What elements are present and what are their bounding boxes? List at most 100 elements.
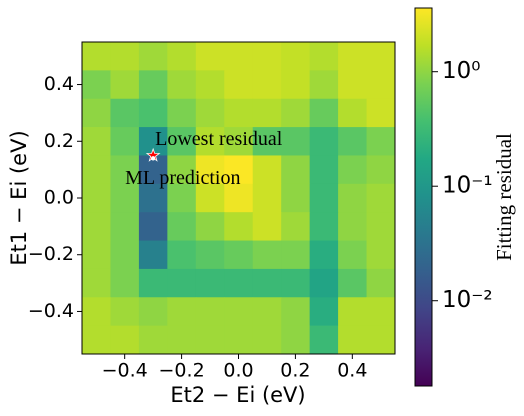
- heatmap-cell: [195, 70, 225, 100]
- heatmap-cell: [338, 42, 368, 71]
- heatmap-cell: [224, 297, 254, 327]
- heatmap-cell: [281, 268, 311, 298]
- heatmap-cell: [281, 240, 311, 270]
- heatmap-cell: [138, 70, 168, 100]
- heatmap-cell: [195, 212, 225, 242]
- heatmap-cell: [366, 155, 395, 185]
- heatmap-cell: [138, 98, 168, 128]
- heatmap-cell: [110, 268, 140, 298]
- heatmap-cell: [309, 127, 339, 156]
- heatmap-cell: [110, 183, 140, 213]
- y-tick-label: 0.4: [44, 73, 74, 95]
- heatmap-cell: [252, 212, 282, 242]
- heatmap-cell: [309, 212, 339, 242]
- heatmap-cell: [252, 183, 282, 213]
- heatmap-cell: [82, 98, 111, 128]
- heatmap-cell: [252, 325, 282, 354]
- heatmap-cell: [82, 127, 111, 156]
- colorbar-tick-label: 10⁻²: [442, 287, 493, 313]
- heatmap-cell: [224, 127, 254, 156]
- heatmap-cell: [281, 42, 311, 71]
- heatmap-cell: [138, 268, 168, 298]
- heatmap-cell: [366, 297, 395, 327]
- heatmap-cell: [366, 268, 395, 298]
- heatmap-cell: [338, 268, 368, 298]
- heatmap-cell: [252, 70, 282, 100]
- heatmap-cell: [110, 98, 140, 128]
- heatmap-cell: [252, 42, 282, 71]
- heatmap-cell: [338, 183, 368, 213]
- heatmap-cell: [281, 325, 311, 354]
- heatmap-cell: [338, 70, 368, 100]
- heatmap-cell: [195, 268, 225, 298]
- heatmap-cell: [366, 240, 395, 270]
- heatmap-cell: [195, 240, 225, 270]
- heatmap-cell: [224, 183, 254, 213]
- heatmap-cell: [366, 42, 395, 71]
- heatmap-cell: [195, 42, 225, 71]
- heatmap-cell: [366, 212, 395, 242]
- heatmap-cell: [110, 240, 140, 270]
- heatmap: [82, 42, 395, 354]
- heatmap-cell: [252, 155, 282, 185]
- heatmap-cell: [138, 297, 168, 327]
- heatmap-cell: [224, 325, 254, 354]
- heatmap-cell: [138, 42, 168, 71]
- heatmap-cell: [309, 42, 339, 71]
- heatmap-cell: [366, 127, 395, 156]
- heatmap-cell: [82, 297, 111, 327]
- x-tick-label: −0.4: [102, 360, 148, 382]
- heatmap-cell: [138, 183, 168, 213]
- heatmap-cell: [281, 155, 311, 185]
- heatmap-cell: [224, 268, 254, 298]
- heatmap-cell: [138, 212, 168, 242]
- heatmap-cell: [195, 155, 225, 185]
- heatmap-cell: [309, 183, 339, 213]
- heatmap-cell: [167, 127, 197, 156]
- heatmap-cell: [82, 183, 111, 213]
- heatmap-cell: [309, 240, 339, 270]
- heatmap-cell: [195, 98, 225, 128]
- heatmap-cell: [167, 42, 197, 71]
- heatmap-cell: [167, 183, 197, 213]
- heatmap-cell: [281, 212, 311, 242]
- heatmap-cell: [281, 70, 311, 100]
- y-tick-label: 0.0: [44, 187, 74, 209]
- heatmap-cell: [366, 98, 395, 128]
- colorbar: [414, 7, 433, 387]
- heatmap-cell: [167, 297, 197, 327]
- heatmap-cell: [338, 240, 368, 270]
- x-tick-label: 0.4: [337, 360, 367, 382]
- heatmap-cell: [82, 212, 111, 242]
- heatmap-cell: [224, 70, 254, 100]
- heatmap-cell: [195, 127, 225, 156]
- y-tick-label: −0.4: [28, 300, 74, 322]
- heatmap-cell: [309, 297, 339, 327]
- annotation: Lowest residual: [155, 128, 283, 150]
- heatmap-cell: [110, 297, 140, 327]
- heatmap-cell: [309, 155, 339, 185]
- heatmap-cell: [195, 183, 225, 213]
- y-tick-label: −0.2: [28, 243, 74, 265]
- heatmap-cell: [338, 98, 368, 128]
- heatmap-cell: [82, 325, 111, 354]
- heatmap-cell: [366, 183, 395, 213]
- y-tick-label: 0.2: [44, 130, 74, 152]
- heatmap-cell: [110, 70, 140, 100]
- heatmap-cell: [110, 42, 140, 71]
- heatmap-cell: [338, 325, 368, 354]
- heatmap-cell: [338, 155, 368, 185]
- heatmap-cell: [252, 268, 282, 298]
- heatmap-cell: [167, 268, 197, 298]
- heatmap-cell: [167, 70, 197, 100]
- heatmap-cell: [167, 98, 197, 128]
- heatmap-cell: [224, 98, 254, 128]
- heatmap-cell: [195, 325, 225, 354]
- heatmap-cell: [224, 155, 254, 185]
- heatmap-cell: [82, 240, 111, 270]
- point-marker: [150, 156, 156, 161]
- heatmap-cell: [252, 297, 282, 327]
- heatmap-cell: [110, 127, 140, 156]
- heatmap-cell: [281, 127, 311, 156]
